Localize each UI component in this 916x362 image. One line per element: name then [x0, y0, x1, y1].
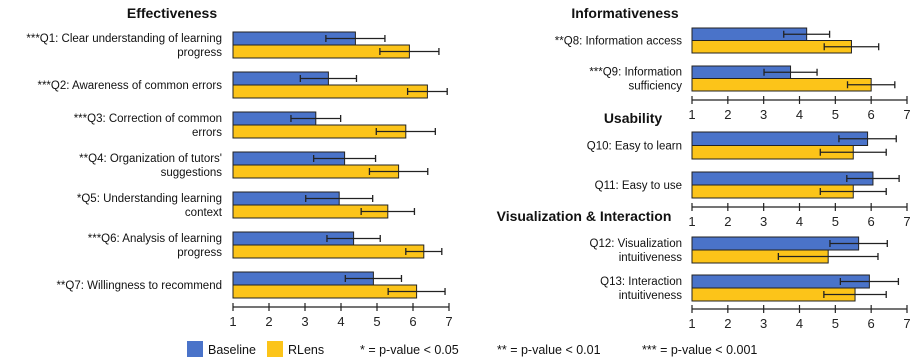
legend-significance-3: *** = p-value < 0.001 — [642, 343, 757, 357]
error-bar-rlens-6 — [405, 248, 443, 255]
tick-label: 4 — [796, 214, 803, 229]
tick-label: 2 — [724, 214, 731, 229]
category-label: Q13: Interaction — [600, 276, 682, 288]
tick-label: 6 — [868, 316, 875, 331]
panel-title: Usability — [604, 110, 663, 126]
category-label: Q10: Easy to learn — [587, 141, 682, 153]
error-bar-baseline-5 — [305, 195, 374, 202]
tick-label: 3 — [760, 316, 767, 331]
tick-label: 4 — [796, 107, 803, 122]
error-bar-rlens-2 — [823, 291, 887, 298]
tick-label: 1 — [688, 316, 695, 331]
tick-label: 7 — [445, 314, 452, 329]
category-label: context — [185, 207, 223, 219]
category-label: ***Q1: Clear understanding of learning — [26, 33, 222, 45]
category-label: suggestions — [161, 167, 223, 179]
chart-panel-4: Visualization & Interaction Q12: Visualiz… — [497, 208, 911, 331]
error-bar-rlens-2 — [819, 188, 887, 195]
tick-label: 6 — [868, 107, 875, 122]
error-bar-rlens-7 — [387, 288, 446, 295]
category-label: **Q4: Organization of tutors' — [79, 153, 222, 165]
category-label: ***Q3: Correction of common — [74, 113, 222, 125]
bar-baseline-2 — [691, 171, 874, 186]
chart-panel-1: Effectiveness ***Q1: Clear understanding … — [26, 5, 452, 329]
error-bar-baseline-2 — [839, 278, 900, 285]
tick-label: 6 — [868, 214, 875, 229]
error-bar-baseline-3 — [290, 115, 342, 122]
legend-significance-1: * = p-value < 0.05 — [360, 343, 459, 357]
bar-rlens-2 — [232, 84, 428, 99]
legend-swatch-baseline — [187, 341, 203, 357]
error-bar-baseline-1 — [783, 30, 831, 38]
error-bar-baseline-1 — [829, 240, 888, 247]
error-bar-rlens-2 — [846, 81, 896, 89]
category-label: progress — [177, 47, 222, 59]
category-label: **Q8: Information access — [555, 36, 682, 48]
tick-label: 7 — [903, 107, 910, 122]
legend-significance-2: ** = p-value < 0.01 — [497, 343, 601, 357]
tick-label: 2 — [265, 314, 272, 329]
panel-title: Informativeness — [571, 5, 679, 21]
tick-label: 3 — [301, 314, 308, 329]
error-bar-rlens-3 — [375, 128, 436, 135]
error-bar-baseline-7 — [344, 275, 403, 282]
bar-rlens-6 — [232, 244, 425, 259]
tick-label: 4 — [796, 316, 803, 331]
error-bar-baseline-1 — [325, 35, 386, 42]
error-bar-rlens-1 — [823, 43, 880, 51]
error-bar-baseline-1 — [838, 135, 897, 143]
tick-label: 1 — [688, 107, 695, 122]
category-label: ***Q2: Awareness of common errors — [37, 80, 222, 92]
tick-label: 3 — [760, 214, 767, 229]
tick-label: 7 — [903, 316, 910, 331]
error-bar-rlens-5 — [360, 208, 416, 215]
category-label: sufficiency — [629, 81, 683, 93]
tick-label: 2 — [724, 107, 731, 122]
category-label: intuitiveness — [619, 290, 683, 302]
tick-label: 5 — [832, 107, 839, 122]
tick-label: 3 — [760, 107, 767, 122]
error-bar-rlens-1 — [777, 253, 879, 260]
category-label: ***Q6: Analysis of learning — [88, 233, 222, 245]
error-bar-rlens-1 — [379, 48, 440, 55]
category-label: ***Q9: Information — [589, 67, 682, 79]
legend-swatch-rlens — [267, 341, 283, 357]
category-label: *Q5: Understanding learning — [77, 193, 222, 205]
category-label: **Q7: Willingness to recommend — [56, 280, 222, 292]
error-bar-baseline-4 — [312, 155, 377, 162]
error-bar-rlens-1 — [819, 148, 887, 156]
panel-title: Effectiveness — [127, 5, 217, 21]
legend: Baseline RLens * = p-value < 0.05 ** = p-va… — [187, 341, 757, 357]
chart-panel-3: Usability Q10: Easy to learn Q11: Easy to … — [587, 110, 911, 229]
tick-label: 5 — [832, 316, 839, 331]
category-label: errors — [192, 127, 222, 139]
tick-label: 7 — [903, 214, 910, 229]
error-bar-rlens-4 — [368, 168, 429, 175]
legend-label-baseline: Baseline — [208, 343, 256, 357]
tick-label: 5 — [373, 314, 380, 329]
error-bar-baseline-2 — [763, 68, 818, 76]
category-label: progress — [177, 247, 222, 259]
tick-label: 5 — [832, 214, 839, 229]
tick-label: 6 — [409, 314, 416, 329]
error-bar-baseline-2 — [846, 175, 900, 182]
category-label: intuitiveness — [619, 252, 683, 264]
error-bar-baseline-6 — [326, 235, 381, 242]
tick-label: 4 — [337, 314, 344, 329]
tick-label: 2 — [724, 316, 731, 331]
error-bar-baseline-2 — [299, 75, 358, 82]
category-label: Q12: Visualization — [590, 238, 682, 250]
category-label: Q11: Easy to use — [595, 180, 682, 192]
bar-rlens-2 — [691, 78, 872, 92]
panel-title: Visualization & Interaction — [497, 208, 672, 224]
chart-panel-2: Informativeness **Q8: Information access *… — [555, 5, 911, 122]
tick-label: 1 — [229, 314, 236, 329]
tick-label: 1 — [688, 214, 695, 229]
legend-label-rlens: RLens — [288, 343, 324, 357]
error-bar-rlens-2 — [406, 88, 448, 95]
